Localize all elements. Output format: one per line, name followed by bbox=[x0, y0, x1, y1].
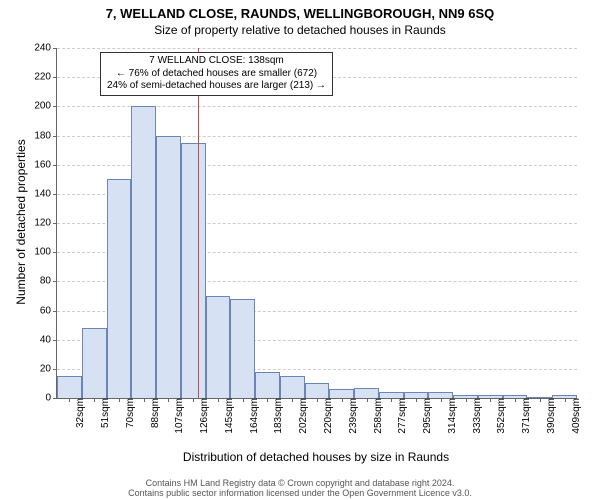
x-tick bbox=[144, 398, 145, 402]
x-tick-label: 164sqm bbox=[247, 398, 260, 434]
annotation-box: 7 WELLAND CLOSE: 138sqm ← 76% of detache… bbox=[100, 52, 333, 96]
x-tick bbox=[466, 398, 467, 402]
plot-region: 02040608010012014016018020022024032sqm51… bbox=[56, 48, 577, 399]
y-tick-label: 180 bbox=[34, 130, 57, 141]
x-tick bbox=[218, 398, 219, 402]
x-tick-label: 295sqm bbox=[420, 398, 433, 434]
chart-title: 7, WELLAND CLOSE, RAUNDS, WELLINGBOROUGH… bbox=[0, 0, 600, 21]
x-tick bbox=[168, 398, 169, 402]
y-tick-label: 40 bbox=[40, 334, 57, 345]
x-tick bbox=[540, 398, 541, 402]
footer-attribution: Contains HM Land Registry data © Crown c… bbox=[0, 478, 600, 498]
x-tick bbox=[69, 398, 70, 402]
x-axis-title: Distribution of detached houses by size … bbox=[56, 450, 576, 464]
x-tick bbox=[342, 398, 343, 402]
x-tick-label: 145sqm bbox=[222, 398, 235, 434]
grid-line bbox=[57, 48, 577, 49]
x-tick-label: 202sqm bbox=[296, 398, 309, 434]
y-tick-label: 140 bbox=[34, 188, 57, 199]
x-tick-label: 409sqm bbox=[569, 398, 582, 434]
chart-area: 02040608010012014016018020022024032sqm51… bbox=[56, 48, 576, 398]
footer-line1: Contains HM Land Registry data © Crown c… bbox=[0, 478, 600, 488]
x-tick bbox=[94, 398, 95, 402]
x-tick-label: 371sqm bbox=[519, 398, 532, 434]
histogram-bar bbox=[156, 136, 181, 399]
histogram-bar bbox=[280, 376, 305, 398]
y-tick-label: 240 bbox=[34, 43, 57, 54]
x-tick-label: 32sqm bbox=[73, 398, 86, 428]
y-tick-label: 220 bbox=[34, 72, 57, 83]
y-tick-label: 120 bbox=[34, 218, 57, 229]
x-tick bbox=[292, 398, 293, 402]
y-tick-label: 200 bbox=[34, 101, 57, 112]
histogram-bar bbox=[206, 296, 231, 398]
x-tick-label: 51sqm bbox=[98, 398, 111, 428]
chart-container: 7, WELLAND CLOSE, RAUNDS, WELLINGBOROUGH… bbox=[0, 0, 600, 500]
histogram-bar bbox=[57, 376, 82, 398]
x-tick-label: 333sqm bbox=[470, 398, 483, 434]
histogram-bar bbox=[354, 388, 379, 398]
x-tick-label: 352sqm bbox=[494, 398, 507, 434]
x-tick-label: 239sqm bbox=[346, 398, 359, 434]
x-tick-label: 126sqm bbox=[197, 398, 210, 434]
x-tick-label: 220sqm bbox=[321, 398, 334, 434]
x-tick-label: 88sqm bbox=[148, 398, 161, 428]
histogram-bar bbox=[82, 328, 107, 398]
histogram-bar bbox=[181, 143, 206, 398]
x-tick bbox=[391, 398, 392, 402]
histogram-bar bbox=[329, 389, 354, 398]
y-tick-label: 60 bbox=[40, 305, 57, 316]
x-tick bbox=[416, 398, 417, 402]
x-tick-label: 258sqm bbox=[371, 398, 384, 434]
x-tick-label: 183sqm bbox=[271, 398, 284, 434]
y-tick-label: 20 bbox=[40, 363, 57, 374]
x-tick bbox=[515, 398, 516, 402]
histogram-bar bbox=[230, 299, 255, 398]
x-tick bbox=[119, 398, 120, 402]
chart-subtitle: Size of property relative to detached ho… bbox=[0, 21, 600, 37]
x-tick bbox=[565, 398, 566, 402]
x-tick-label: 107sqm bbox=[172, 398, 185, 434]
histogram-bar bbox=[305, 383, 330, 398]
annotation-line1: 7 WELLAND CLOSE: 138sqm bbox=[107, 55, 326, 68]
x-tick-label: 390sqm bbox=[544, 398, 557, 434]
x-tick bbox=[490, 398, 491, 402]
y-tick-label: 160 bbox=[34, 159, 57, 170]
y-axis-title: Number of detached properties bbox=[14, 47, 28, 397]
x-tick-label: 314sqm bbox=[445, 398, 458, 434]
x-tick bbox=[367, 398, 368, 402]
x-tick bbox=[267, 398, 268, 402]
reference-line bbox=[198, 48, 199, 398]
footer-line2: Contains public sector information licen… bbox=[0, 488, 600, 498]
y-tick-label: 80 bbox=[40, 276, 57, 287]
histogram-bar bbox=[107, 179, 132, 398]
x-tick bbox=[317, 398, 318, 402]
histogram-bar bbox=[255, 372, 280, 398]
annotation-line2: ← 76% of detached houses are smaller (67… bbox=[107, 68, 326, 81]
y-tick-label: 0 bbox=[45, 393, 57, 404]
histogram-bar bbox=[131, 106, 156, 398]
x-tick-label: 70sqm bbox=[123, 398, 136, 428]
annotation-line3: 24% of semi-detached houses are larger (… bbox=[107, 80, 326, 93]
x-tick bbox=[441, 398, 442, 402]
x-tick bbox=[243, 398, 244, 402]
x-tick-label: 277sqm bbox=[395, 398, 408, 434]
y-tick-label: 100 bbox=[34, 247, 57, 258]
x-tick bbox=[193, 398, 194, 402]
